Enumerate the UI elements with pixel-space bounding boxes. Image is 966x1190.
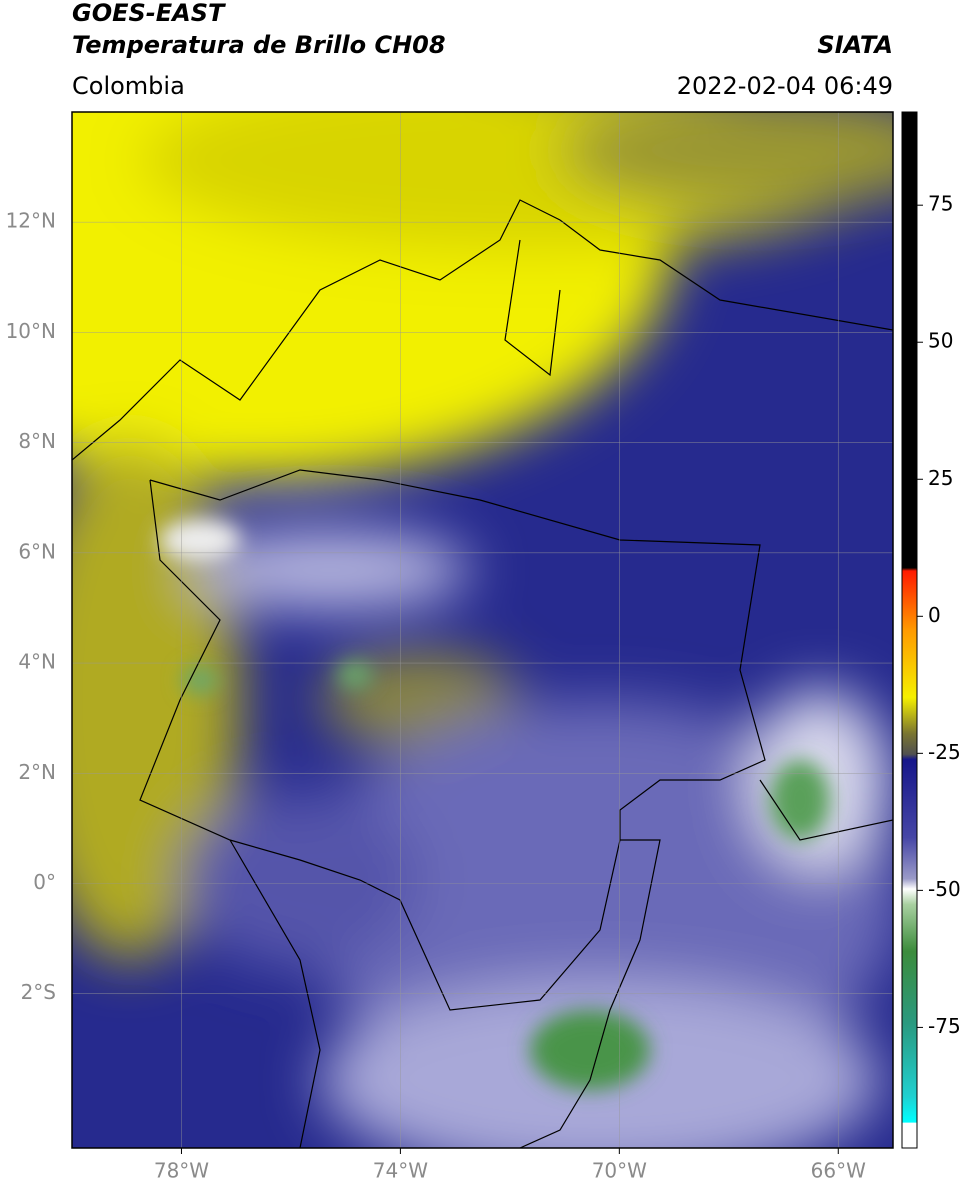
region: Colombia bbox=[72, 72, 185, 100]
lon-tick-label: 66°W bbox=[811, 1159, 866, 1183]
lon-tick-label: 74°W bbox=[373, 1159, 428, 1183]
colorbar-tick-label: 25 bbox=[928, 466, 953, 490]
colorbar bbox=[901, 111, 918, 1149]
colorbar-tick-label: -25 bbox=[928, 740, 961, 764]
lat-tick-label: 2°N bbox=[18, 760, 56, 784]
colorbar-tick-label: 50 bbox=[928, 329, 953, 353]
lat-tick-label: 10°N bbox=[6, 319, 56, 343]
lat-tick-label: 0° bbox=[33, 870, 56, 894]
colorbar-tick-label: -50 bbox=[928, 877, 961, 901]
lat-tick-label: 2°S bbox=[21, 980, 56, 1004]
source: SIATA bbox=[817, 31, 893, 59]
lat-tick-label: 6°N bbox=[18, 539, 56, 563]
lon-tick-label: 78°W bbox=[154, 1159, 209, 1183]
lon-tick-label: 70°W bbox=[592, 1159, 647, 1183]
subtitle: Temperatura de Brillo CH08 bbox=[72, 31, 446, 59]
colorbar-tick-label: 0 bbox=[928, 603, 941, 627]
satellite-image bbox=[72, 112, 893, 1148]
map-frame bbox=[71, 111, 894, 1149]
borders bbox=[72, 199, 893, 1148]
colorbar-tick-label: -75 bbox=[928, 1014, 961, 1038]
title: GOES-EAST bbox=[72, 0, 226, 27]
lat-tick-label: 12°N bbox=[6, 209, 56, 233]
lat-tick-label: 4°N bbox=[18, 650, 56, 674]
colorbar-tick-label: 75 bbox=[928, 192, 953, 216]
datetime: 2022-02-04 06:49 bbox=[677, 72, 893, 100]
lat-tick-label: 8°N bbox=[18, 429, 56, 453]
